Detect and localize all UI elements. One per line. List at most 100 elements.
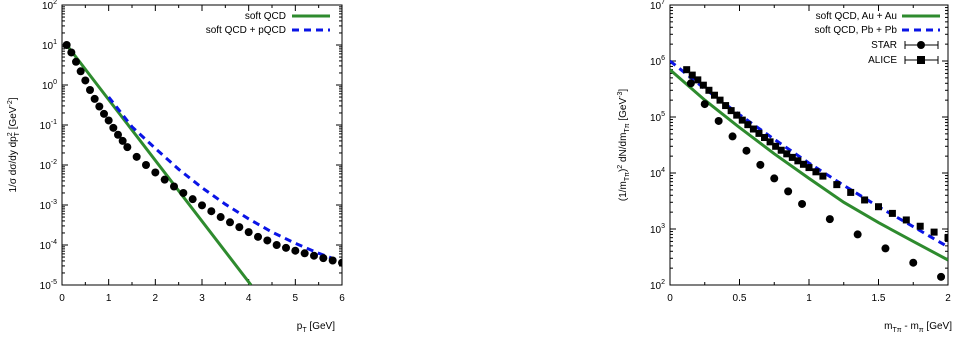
data-point-circle <box>86 85 94 94</box>
y-tick-label: 102 <box>42 0 57 12</box>
data-point-circle <box>291 246 300 255</box>
y-axis-label: (1/mTπ)2 dN/dmTπ [GeV-3] <box>617 89 631 202</box>
y-tick-label: 10-5 <box>40 279 57 292</box>
data-point-square <box>902 216 910 224</box>
data-point-circle <box>72 57 80 66</box>
data-point-circle <box>100 109 108 118</box>
spectrum-panel: 0 1 2 3 4 5 6 10-5 10-4 10-3 10-2 10-1 100 101 102 pT… <box>7 0 345 334</box>
x-tick-label: 3 <box>199 293 205 304</box>
data-point-square <box>788 153 796 161</box>
data-point-circle <box>714 116 723 125</box>
legend-marker-square <box>917 56 925 64</box>
y-tick-label: 103 <box>650 223 665 236</box>
legend-entry-alice: ALICE <box>868 55 939 66</box>
data-point-circle <box>109 123 118 132</box>
x-tick-label: 0.5 <box>733 293 747 304</box>
data-point-circle <box>254 232 262 241</box>
data-point-circle <box>319 254 328 263</box>
legend-label: soft QCD + pQCD <box>206 25 286 36</box>
data-point-circle <box>76 67 85 76</box>
data-point-square <box>761 134 769 142</box>
data-point-square <box>833 181 841 189</box>
data-point-square <box>772 142 780 150</box>
data-point-circle <box>216 213 225 222</box>
data-point-square <box>694 76 702 84</box>
data-point-circle <box>756 160 765 169</box>
data-point-square <box>861 196 869 204</box>
legend-label: soft QCD, Au + Au <box>816 11 897 22</box>
legend: soft QCD soft QCD + pQCD <box>206 11 330 36</box>
x-tick-label: 1 <box>106 293 112 304</box>
legend-entry-pb-pb: soft QCD, Pb + Pb <box>814 25 940 36</box>
x-axis-label: pT [GeV] <box>297 321 335 334</box>
y-tick-label: 100 <box>42 79 57 92</box>
data-point-circle <box>95 102 104 111</box>
legend-label: soft QCD, Pb + Pb <box>814 25 897 36</box>
data-point-circle <box>338 258 342 267</box>
data-point-square <box>819 172 827 180</box>
legend-entry-au-au: soft QCD, Au + Au <box>816 11 940 22</box>
data-point-circle <box>160 175 169 184</box>
y-tick-label: 10-1 <box>40 119 57 132</box>
legend-entry-soft-qcd-pqcd: soft QCD + pQCD <box>206 25 330 36</box>
x-tick-label: 2 <box>945 293 951 304</box>
series-line <box>670 59 948 249</box>
y-tick-label: 104 <box>650 167 665 180</box>
data-point-circle <box>728 132 737 141</box>
data-point-circle <box>853 230 862 239</box>
plot-area <box>62 41 342 285</box>
y-tick-label: 101 <box>42 39 57 52</box>
data-point-circle <box>881 244 890 253</box>
data-point-circle <box>118 136 127 145</box>
data-point-square <box>794 157 802 165</box>
y-axis-ticks: 10-5 10-4 10-3 10-2 10-1 100 101 102 <box>40 0 342 292</box>
data-point-circle <box>798 199 807 208</box>
data-point-circle <box>272 241 281 249</box>
data-point-circle <box>132 152 141 161</box>
data-point-square <box>766 138 774 146</box>
y-tick-label: 105 <box>650 111 665 124</box>
x-axis-ticks: 0 0.5 1 1.5 2 <box>667 5 951 304</box>
y-axis-ticks: 102 103 104 105 106 107 <box>650 0 948 292</box>
data-point-square <box>688 71 696 79</box>
legend-entry-soft-qcd: soft QCD <box>245 11 330 22</box>
data-point-square <box>799 160 807 168</box>
legend-label: STAR <box>871 40 897 51</box>
data-point-square <box>755 129 763 137</box>
data-point-square <box>710 91 718 99</box>
x-tick-label: 4 <box>246 293 252 304</box>
data-point-circle <box>686 79 695 88</box>
data-point-circle <box>226 218 234 227</box>
legend: soft QCD, Au + Au soft QCD, Pb + Pb STAR… <box>814 11 940 66</box>
data-point-circle <box>114 130 122 139</box>
data-point-square <box>944 234 948 242</box>
data-point-square <box>749 125 757 133</box>
data-point-square <box>783 150 791 158</box>
x-tick-label: 6 <box>339 293 345 304</box>
y-tick-label: 10-4 <box>40 239 57 252</box>
data-point-circle <box>310 251 318 260</box>
data-point-square <box>930 228 938 236</box>
data-point-square <box>683 66 691 74</box>
data-point-square <box>744 121 752 129</box>
x-tick-label: 0 <box>59 293 65 304</box>
y-tick-label: 107 <box>650 0 665 12</box>
data-point-circle <box>300 249 309 258</box>
data-point-square <box>699 81 707 89</box>
y-tick-label: 102 <box>650 279 665 292</box>
y-tick-label: 10-3 <box>40 199 57 212</box>
data-point-square <box>716 96 724 104</box>
legend-label: ALICE <box>868 55 897 66</box>
data-point-circle <box>784 187 793 196</box>
data-point-circle <box>151 168 160 177</box>
data-point-circle <box>742 146 751 155</box>
data-point-square <box>738 116 746 124</box>
data-point-square <box>875 203 882 211</box>
data-point-circle <box>328 256 337 265</box>
x-tick-label: 1 <box>806 293 812 304</box>
x-tick-label: 1.5 <box>872 293 886 304</box>
mt-spectrum-panel: 0 0.5 1 1.5 2 102 103 104 105 106 107 mTπ - mπ [G… <box>617 0 952 334</box>
y-tick-label: 10-2 <box>40 159 57 172</box>
data-point-circle <box>198 201 206 210</box>
data-point-square <box>805 164 813 172</box>
